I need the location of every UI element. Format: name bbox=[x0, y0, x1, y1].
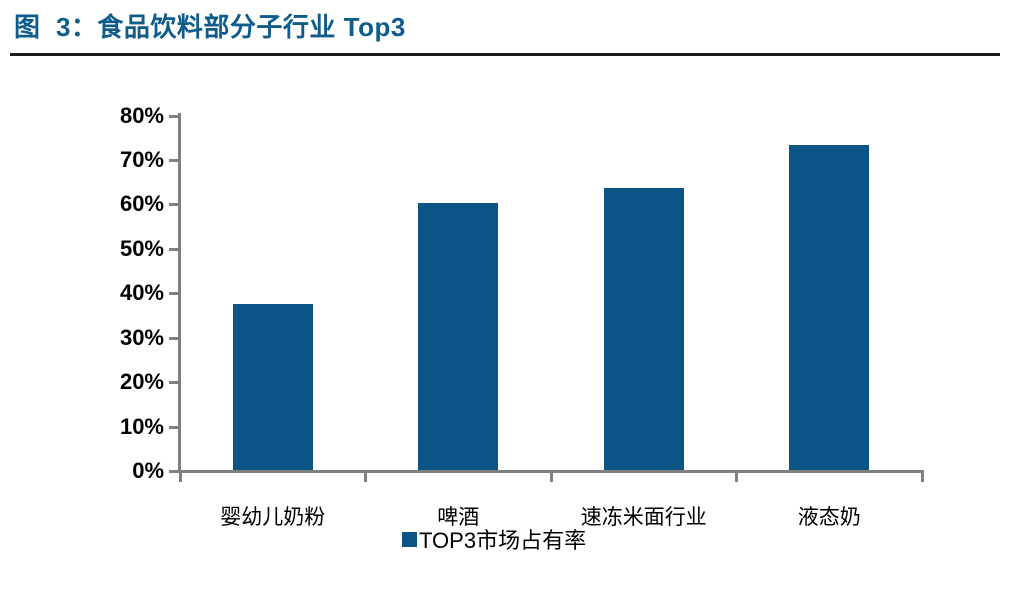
bar-1 bbox=[232, 304, 313, 470]
y-tick-label: 20% bbox=[119, 369, 164, 395]
y-tick-mark bbox=[169, 114, 178, 118]
category-label: 液态奶 bbox=[797, 506, 861, 529]
y-tick-mark bbox=[169, 470, 178, 473]
x-tick-mark bbox=[735, 473, 738, 482]
y-tick-mark bbox=[169, 203, 178, 207]
title-underline-rule bbox=[10, 53, 1000, 56]
y-tick-mark bbox=[169, 336, 178, 340]
y-tick-mark bbox=[169, 247, 178, 251]
x-tick-mark bbox=[364, 473, 367, 482]
y-tick-label: 0% bbox=[132, 458, 164, 483]
category-label: 啤酒 bbox=[437, 506, 480, 529]
x-tick-mark bbox=[178, 473, 182, 482]
y-tick-label: 40% bbox=[119, 280, 164, 306]
bar-3 bbox=[603, 187, 684, 470]
category-label: 婴幼儿奶粉 bbox=[220, 506, 326, 529]
y-tick-label: 80% bbox=[119, 102, 164, 128]
y-tick-label: 70% bbox=[119, 146, 164, 172]
y-tick-mark bbox=[169, 292, 178, 296]
chart-legend: TOP3市场占有率 bbox=[402, 528, 586, 554]
y-tick-label: 60% bbox=[119, 191, 164, 217]
y-tick-label: 50% bbox=[119, 235, 164, 261]
y-tick-mark bbox=[169, 381, 178, 385]
bar-2 bbox=[418, 202, 499, 470]
legend-marker-square bbox=[402, 532, 417, 547]
category-label: 速冻米面行业 bbox=[580, 506, 707, 529]
y-axis-line bbox=[178, 112, 181, 472]
x-tick-mark bbox=[920, 473, 924, 482]
figure-title: 图 3：食品饮料部分子行业 Top3 bbox=[14, 12, 406, 42]
legend-label: TOP3市场占有率 bbox=[419, 528, 587, 553]
y-tick-label: 10% bbox=[119, 413, 164, 439]
y-tick-mark bbox=[169, 425, 178, 429]
y-tick-mark bbox=[169, 158, 178, 162]
x-axis-line bbox=[178, 470, 924, 473]
x-tick-mark bbox=[549, 473, 553, 482]
y-tick-label: 30% bbox=[119, 324, 164, 350]
bar-4 bbox=[789, 144, 870, 470]
